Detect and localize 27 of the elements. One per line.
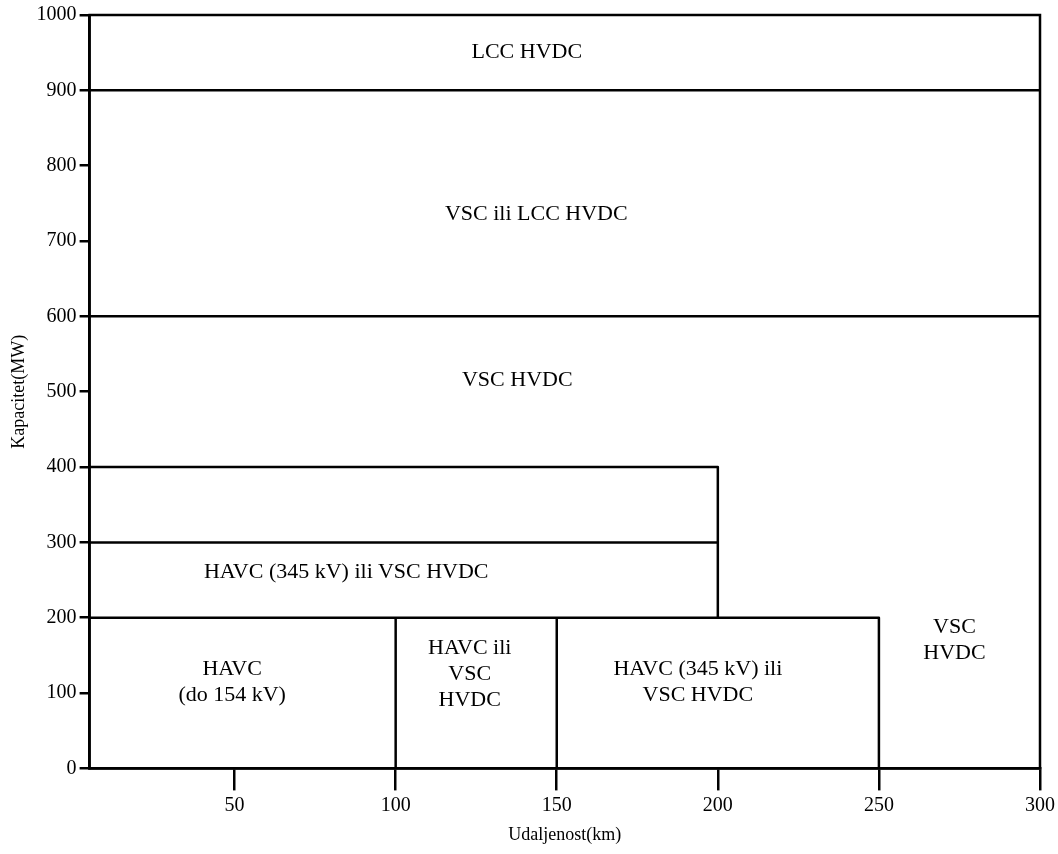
y-tick-label: 100 — [46, 680, 77, 703]
x-tick-label: 50 — [224, 792, 245, 815]
x-tick-label: 150 — [541, 792, 572, 815]
annotation: HAVC (do 154 kV) — [178, 654, 286, 706]
y-tick-label: 600 — [46, 303, 77, 326]
x-tick-label: 300 — [1025, 792, 1055, 815]
y-tick-label: 500 — [46, 378, 77, 401]
x-tick-label: 100 — [380, 792, 411, 815]
y-tick-label: 300 — [46, 529, 77, 552]
annotation: HAVC (345 kV) ili VSC HVDC — [203, 558, 489, 584]
annotation: HAVC (345 kV) ili VSC HVDC — [613, 654, 783, 706]
annotation: VSC ili LCC HVDC — [444, 200, 628, 226]
y-tick-label: 800 — [46, 152, 77, 175]
y-axis-title: Kapacitet(MW) — [7, 334, 29, 449]
x-tick-label: 200 — [702, 792, 733, 815]
y-tick-label: 0 — [66, 755, 77, 778]
annotation: HAVC ili VSC HVDC — [428, 634, 512, 712]
annotation: LCC HVDC — [471, 38, 583, 64]
y-tick-label: 700 — [46, 228, 77, 251]
y-tick-label: 900 — [46, 77, 77, 100]
x-tick-label: 250 — [863, 792, 894, 815]
annotation: VSC HVDC — [461, 366, 573, 392]
y-tick-label: 200 — [46, 604, 77, 627]
y-tick-label: 1000 — [36, 2, 77, 25]
x-axis-title: Udaljenost(km) — [508, 823, 622, 845]
y-tick-label: 400 — [46, 454, 77, 477]
annotation: VSC HVDC — [923, 613, 986, 665]
